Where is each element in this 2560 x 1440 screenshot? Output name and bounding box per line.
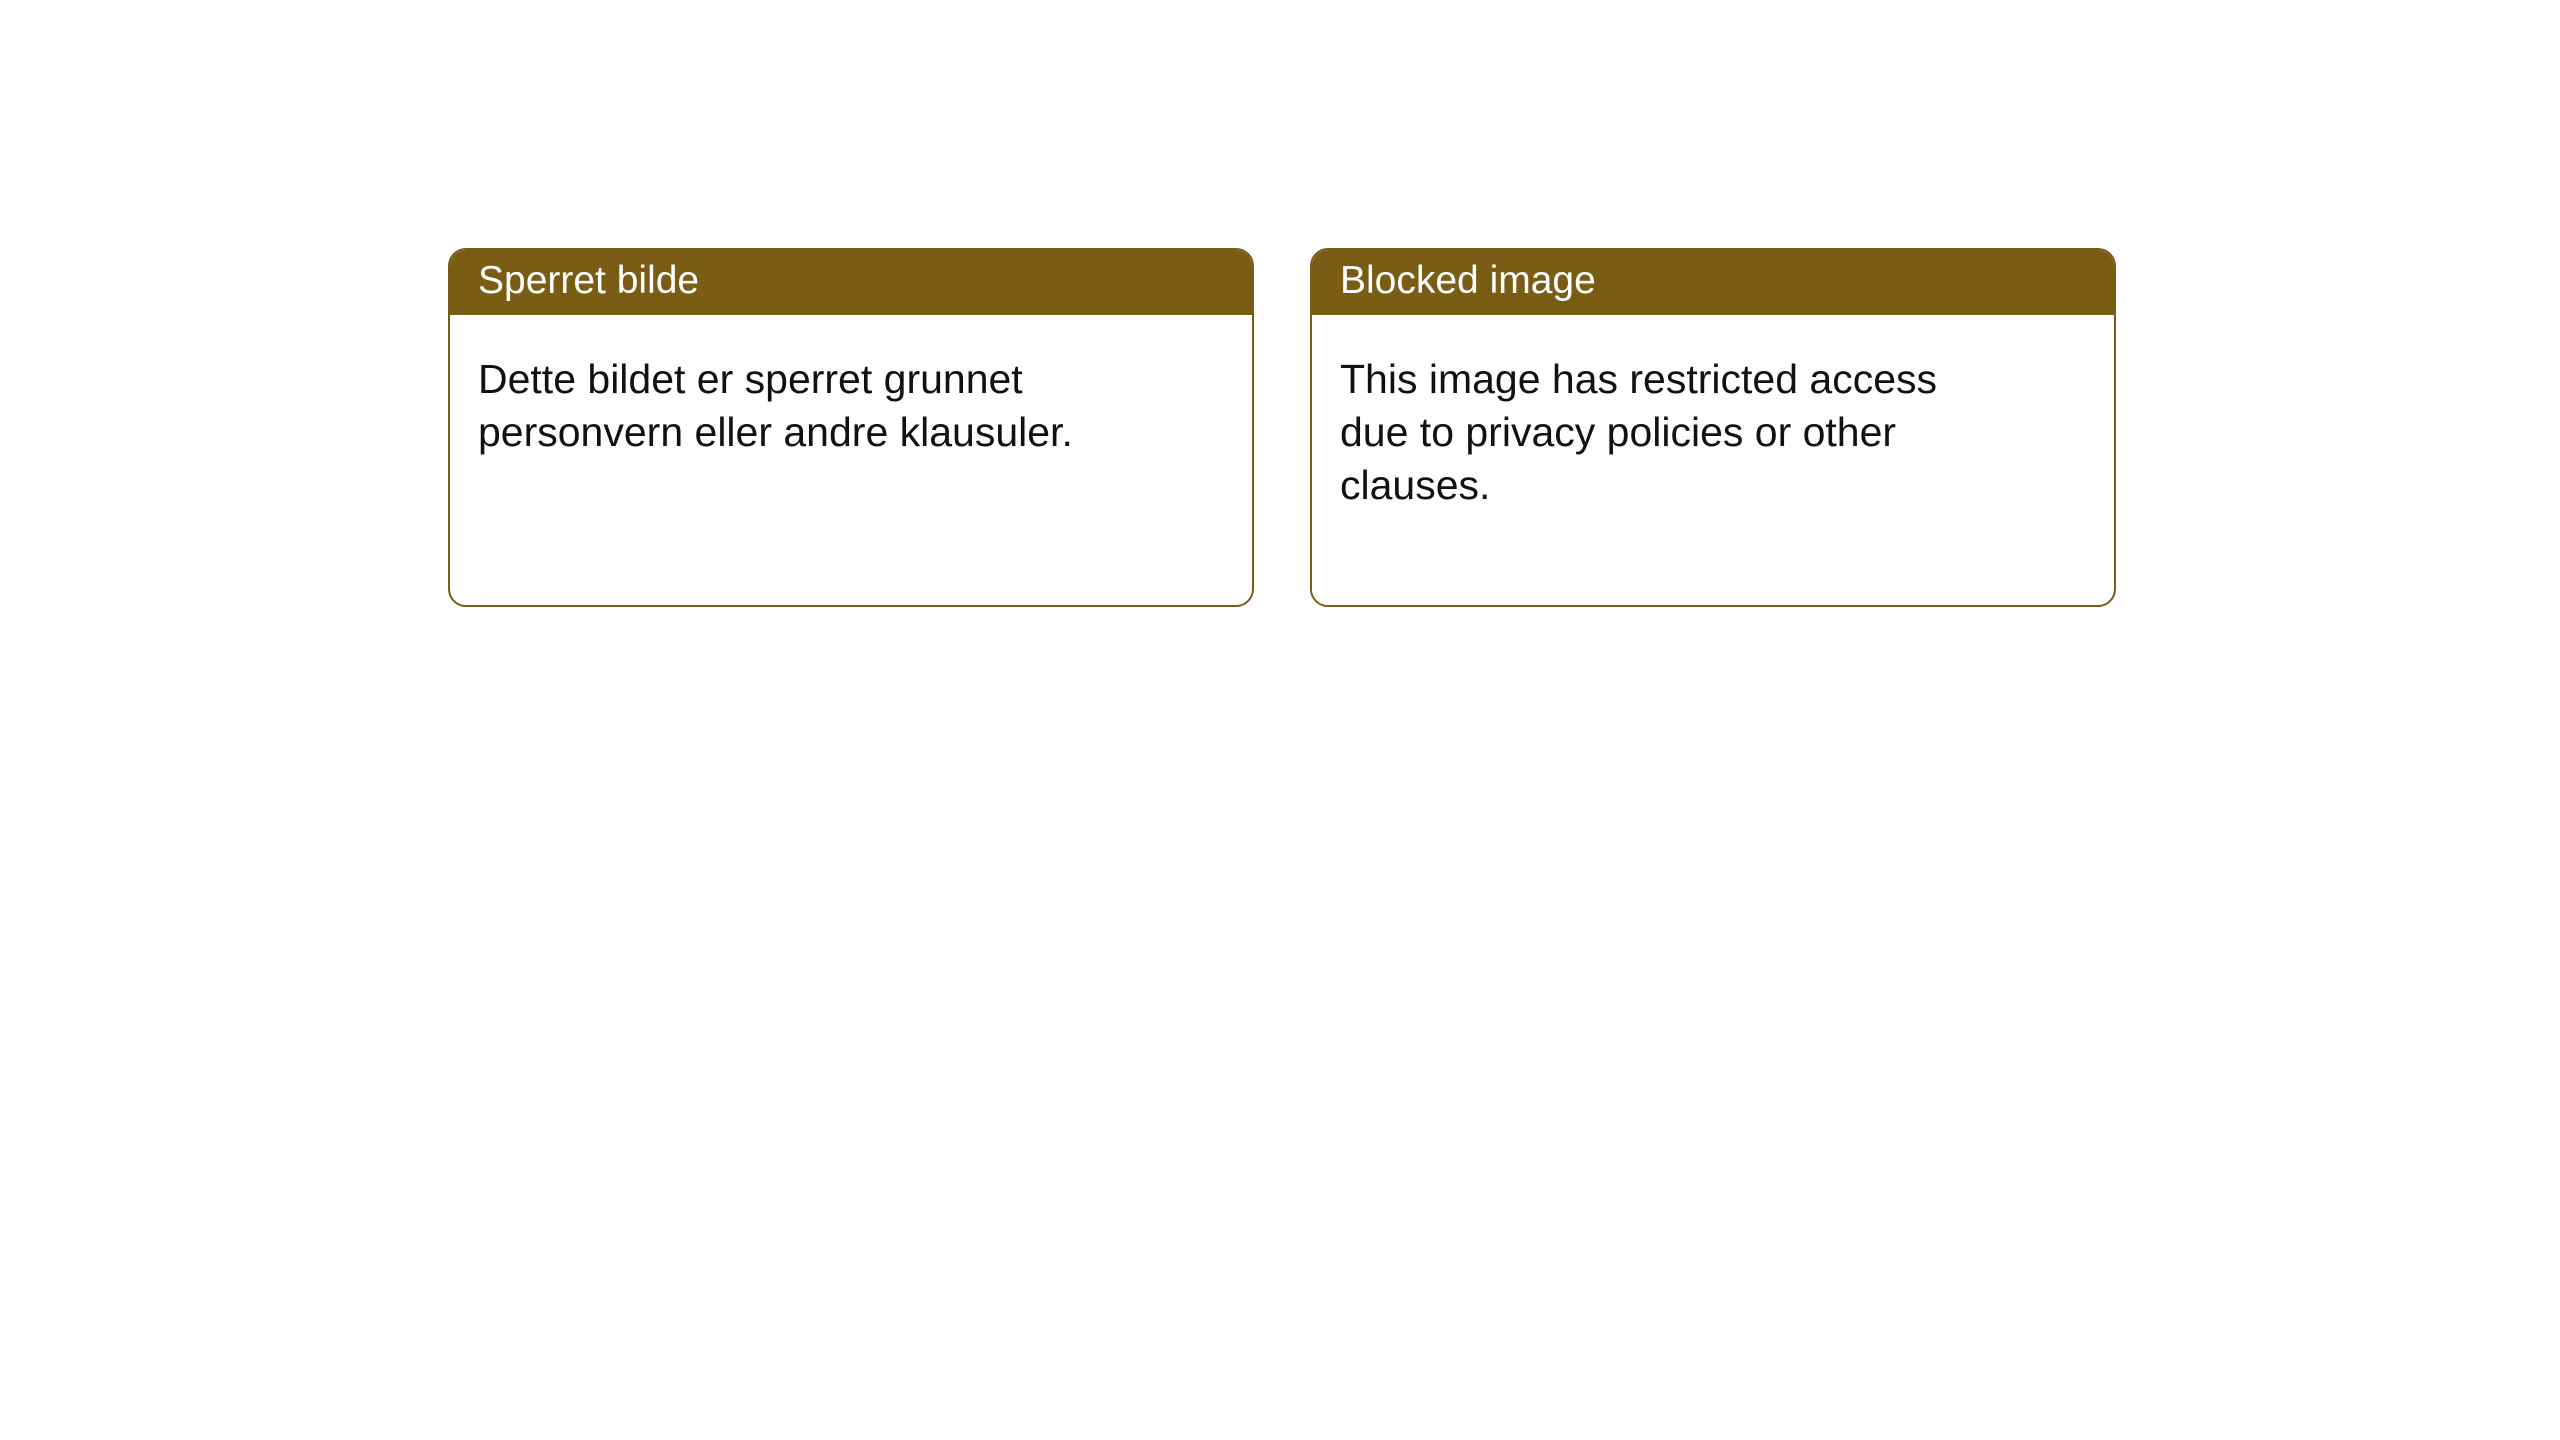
notice-card-english: Blocked image This image has restricted … bbox=[1310, 248, 2116, 607]
notice-body-norwegian: Dette bildet er sperret grunnet personve… bbox=[450, 315, 1130, 552]
notice-header-norwegian: Sperret bilde bbox=[450, 250, 1252, 315]
notice-header-english: Blocked image bbox=[1312, 250, 2114, 315]
notice-container: Sperret bilde Dette bildet er sperret gr… bbox=[0, 0, 2560, 607]
notice-body-english: This image has restricted access due to … bbox=[1312, 315, 1992, 605]
notice-card-norwegian: Sperret bilde Dette bildet er sperret gr… bbox=[448, 248, 1254, 607]
